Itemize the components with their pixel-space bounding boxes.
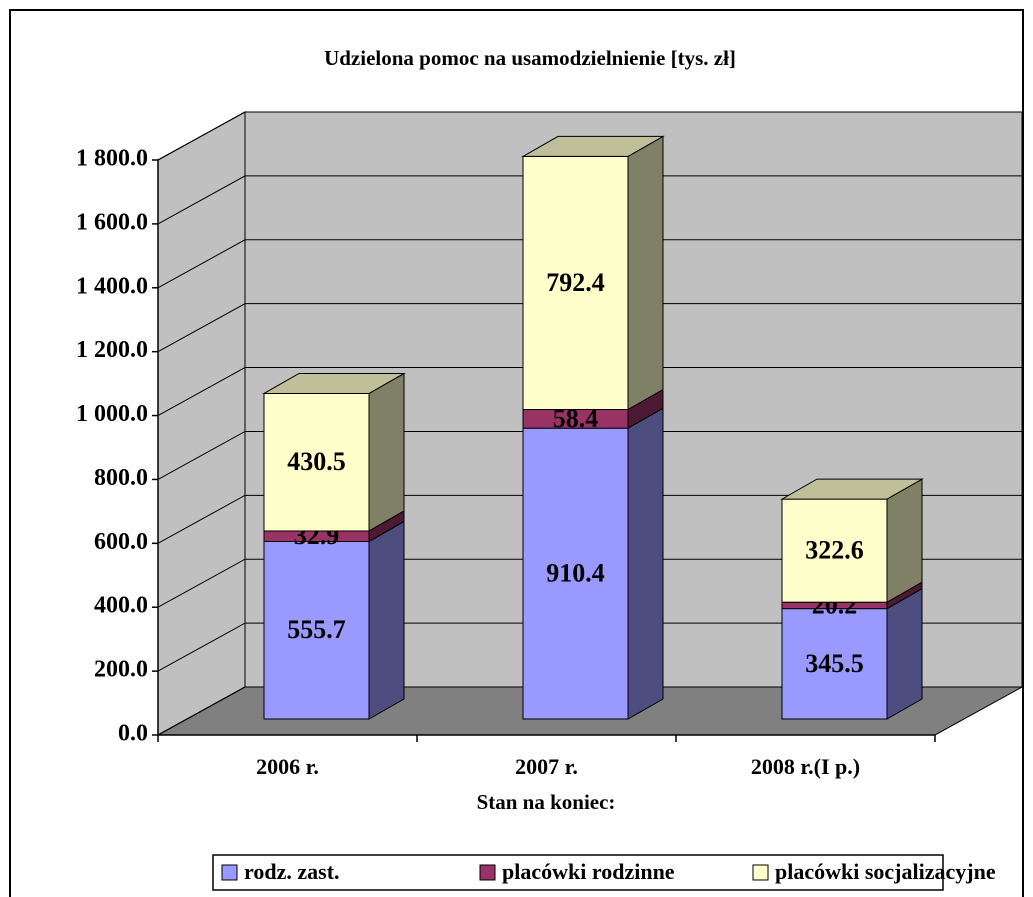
legend-swatch — [752, 864, 769, 881]
bar-segment — [781, 608, 888, 720]
x-tick-label: 2008 r.(I p.) — [751, 754, 860, 779]
bar-side — [368, 520, 405, 720]
x-tick-label: 2007 r. — [515, 754, 578, 779]
grid-line — [157, 686, 1022, 736]
grid-line — [157, 494, 1022, 544]
grid-line — [157, 558, 1022, 608]
bar-side — [627, 135, 664, 411]
data-label: 555.7 — [287, 615, 346, 644]
y-tick-label: 600.0 — [94, 529, 148, 555]
data-label: 910.4 — [546, 559, 605, 588]
grid-line — [157, 303, 1022, 353]
bar-side — [886, 587, 923, 720]
legend-box — [212, 854, 944, 891]
bar-side — [627, 407, 664, 720]
y-tick-label: 1 600.0 — [76, 209, 148, 235]
side-wall — [157, 111, 246, 736]
data-label: 792.4 — [546, 268, 605, 297]
legend-label: placówki rodzinne — [502, 859, 675, 884]
bar-top — [262, 372, 406, 394]
grid-line — [157, 367, 1022, 416]
bar-segment — [263, 392, 370, 532]
y-tick-label: 1 200.0 — [76, 337, 148, 363]
y-tick-label: 1 000.0 — [76, 401, 148, 427]
bar-segment — [781, 498, 888, 603]
grid-line — [157, 111, 1022, 161]
bar-top — [780, 478, 924, 500]
bar-side — [368, 372, 405, 532]
y-tick-label: 200.0 — [94, 657, 148, 683]
legend-label: rodz. zast. — [244, 859, 340, 884]
y-tick-label: 1 800.0 — [76, 146, 148, 172]
bar-segment — [522, 155, 629, 411]
y-tick-label: 0.0 — [118, 721, 148, 747]
data-label: 322.6 — [805, 536, 864, 565]
y-tick-label: 400.0 — [94, 593, 148, 619]
grid-line — [157, 239, 1022, 289]
grid-line — [157, 622, 1022, 672]
legend-swatch — [479, 864, 496, 881]
grid-line — [157, 430, 1022, 480]
legend-swatch — [221, 864, 238, 881]
grid-line — [157, 175, 1022, 225]
y-tick-label: 1 400.0 — [76, 273, 148, 299]
bar-side — [886, 478, 923, 604]
x-tick-label: 2006 r. — [256, 754, 319, 779]
bar-segment — [522, 427, 629, 720]
legend-label: placówki socjalizacyjne — [775, 859, 996, 884]
bar-top — [521, 135, 665, 157]
chart-title: Udzielona pomoc na usamodzielnienie [tys… — [324, 46, 736, 70]
bar-segment — [263, 540, 370, 720]
data-label: 430.5 — [287, 447, 346, 476]
data-label: 345.5 — [805, 649, 864, 678]
x-axis-label: Stan na koniec: — [477, 790, 616, 814]
y-tick-label: 800.0 — [94, 465, 148, 491]
